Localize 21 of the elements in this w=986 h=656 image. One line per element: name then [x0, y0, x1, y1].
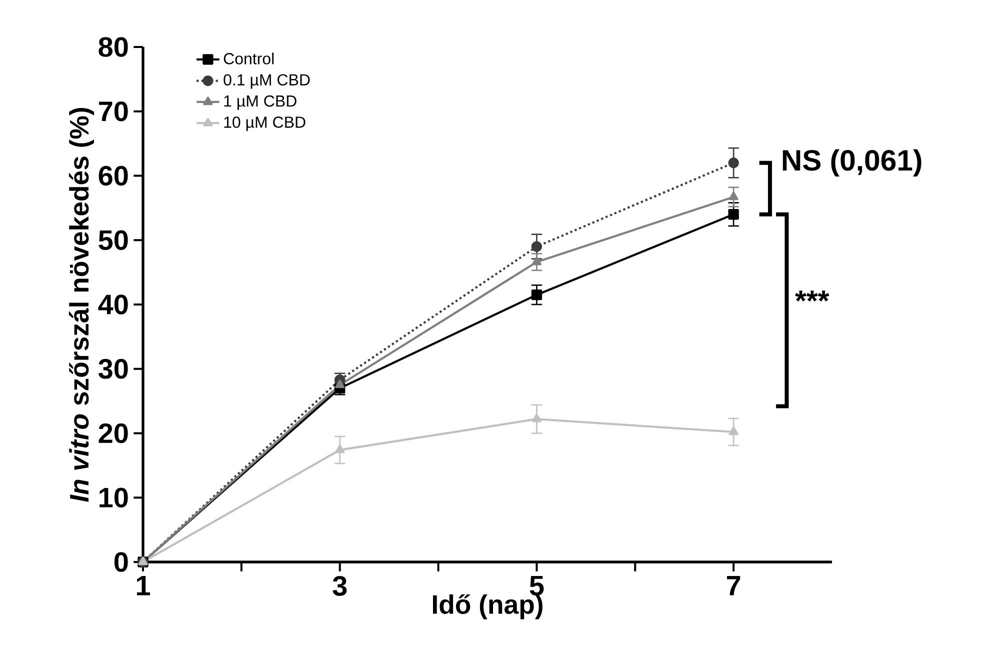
y-axis-title: In vitro szőrszál növekedés (%) [68, 108, 94, 502]
y-tick-label: 60 [98, 166, 128, 186]
y-tick-label: 40 [98, 294, 128, 314]
annotation: *** [795, 290, 830, 302]
annotation: NS (0,061) [782, 149, 922, 177]
legend-label: 1 µM CBD [224, 95, 296, 110]
y-tick-label: 20 [98, 423, 128, 444]
y-tick-label: 50 [98, 230, 128, 250]
x-axis-title: Idő (nap) [432, 594, 542, 620]
y-tick-label: 80 [98, 37, 128, 57]
legend-label: Control [224, 52, 274, 64]
y-tick-label: 30 [98, 358, 128, 379]
x-tick-label: 5 [530, 576, 544, 596]
y-tick-label: 0 [114, 552, 128, 572]
x-tick-label: 1 [136, 576, 150, 596]
x-tick-label: 3 [332, 576, 347, 596]
legend-label: 10 µM CBD [224, 116, 306, 132]
y-tick-label: 10 [100, 488, 128, 508]
y-tick-label: 70 [99, 101, 128, 122]
legend-label: 0.1 µM CBD [224, 74, 310, 89]
x-tick-label: 7 [726, 576, 740, 596]
